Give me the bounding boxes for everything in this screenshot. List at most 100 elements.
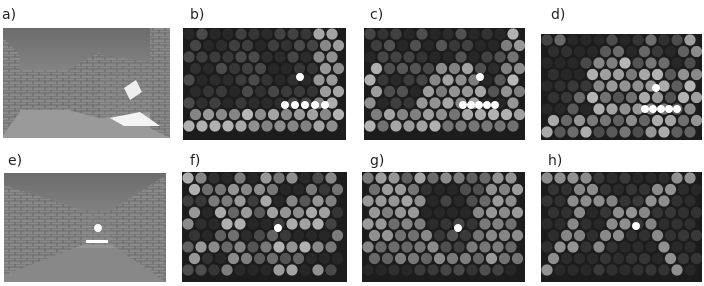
scene-e	[4, 173, 166, 282]
phosphene	[500, 39, 513, 52]
phosphene	[241, 62, 254, 75]
phosphene	[196, 51, 208, 63]
phosphene	[292, 183, 305, 196]
phosphene	[511, 252, 524, 265]
phosphene	[267, 108, 280, 121]
phosphene	[606, 103, 618, 115]
phosphene	[442, 28, 454, 40]
phosphene	[401, 264, 413, 276]
phosphene	[306, 62, 319, 75]
phosphene	[240, 206, 253, 219]
phosphene	[375, 172, 387, 184]
phosphene	[227, 252, 240, 265]
phosphene	[253, 252, 266, 265]
panel-label: c)	[370, 7, 383, 23]
phosphene	[658, 34, 670, 46]
phosphene	[612, 114, 625, 127]
phosphene	[547, 183, 560, 196]
phosphene	[606, 34, 618, 46]
phosphene	[286, 241, 298, 253]
target-dot	[459, 101, 467, 109]
phosphene	[492, 218, 504, 230]
phosphene	[599, 91, 612, 104]
phosphene	[435, 108, 448, 121]
phosphene	[492, 264, 504, 276]
phosphene	[632, 241, 644, 253]
phosphene	[487, 85, 500, 98]
phosphene	[381, 183, 394, 196]
phosphene	[580, 103, 592, 115]
phosphene	[306, 85, 319, 98]
phosphene	[274, 120, 286, 132]
phosphene	[201, 252, 214, 265]
phosphene	[274, 28, 286, 40]
phosphene	[466, 241, 478, 253]
phosphene	[267, 85, 280, 98]
phosphene	[448, 39, 461, 52]
phosphene	[554, 195, 566, 207]
phosphene	[472, 206, 485, 219]
phosphene	[513, 108, 526, 121]
phosphene	[560, 45, 573, 58]
phosphene	[414, 218, 426, 230]
phosphene	[498, 229, 511, 242]
phosphene	[651, 68, 664, 81]
target-dot	[641, 105, 649, 113]
phosphene	[427, 172, 439, 184]
phosphene	[248, 74, 260, 86]
phosphene	[593, 241, 605, 253]
phosphene	[331, 183, 344, 196]
phosphene	[394, 229, 407, 242]
phosphene	[507, 120, 519, 132]
phosphene	[684, 103, 696, 115]
phosphene	[606, 80, 618, 92]
phosphene	[619, 241, 631, 253]
phosphene	[554, 103, 566, 115]
phosphene	[196, 97, 208, 109]
phosphene	[625, 206, 638, 219]
phosphene	[377, 51, 389, 63]
phosphene	[632, 195, 644, 207]
phosphene	[466, 195, 478, 207]
phosphene	[619, 126, 631, 138]
phosphene	[474, 85, 487, 98]
phosphene	[606, 264, 618, 276]
phosphene	[440, 195, 452, 207]
phosphene	[420, 206, 433, 219]
phosphene	[420, 183, 433, 196]
phosphene	[645, 126, 657, 138]
phosphene	[500, 62, 513, 75]
phosphene	[228, 85, 241, 98]
phosphene	[300, 51, 312, 63]
phosphene	[625, 183, 638, 196]
target-dot	[301, 101, 309, 109]
phosphene	[599, 114, 612, 127]
phosphene	[677, 45, 690, 58]
phosphene	[254, 39, 267, 52]
phosphene	[619, 195, 631, 207]
phosphene	[188, 206, 201, 219]
phosphene	[593, 218, 605, 230]
phosphene	[606, 126, 618, 138]
phosphene	[560, 206, 573, 219]
phosphene	[222, 74, 234, 86]
phosphene	[606, 195, 618, 207]
phosphene	[332, 62, 345, 75]
phosphene	[279, 183, 292, 196]
phosphene	[286, 195, 298, 207]
phosphene	[651, 114, 664, 127]
phosphene	[664, 45, 677, 58]
phosphene	[261, 97, 273, 109]
phosphene	[253, 206, 266, 219]
phosphene	[677, 91, 690, 104]
phosphene	[632, 264, 644, 276]
phosphene	[375, 264, 387, 276]
phosphene	[195, 264, 207, 276]
phosphene	[684, 57, 696, 69]
phosphene	[468, 120, 480, 132]
phosphene	[261, 51, 273, 63]
phosphene	[325, 241, 337, 253]
phosphene	[498, 252, 511, 265]
phosphene	[586, 114, 599, 127]
phosphene	[541, 126, 553, 138]
